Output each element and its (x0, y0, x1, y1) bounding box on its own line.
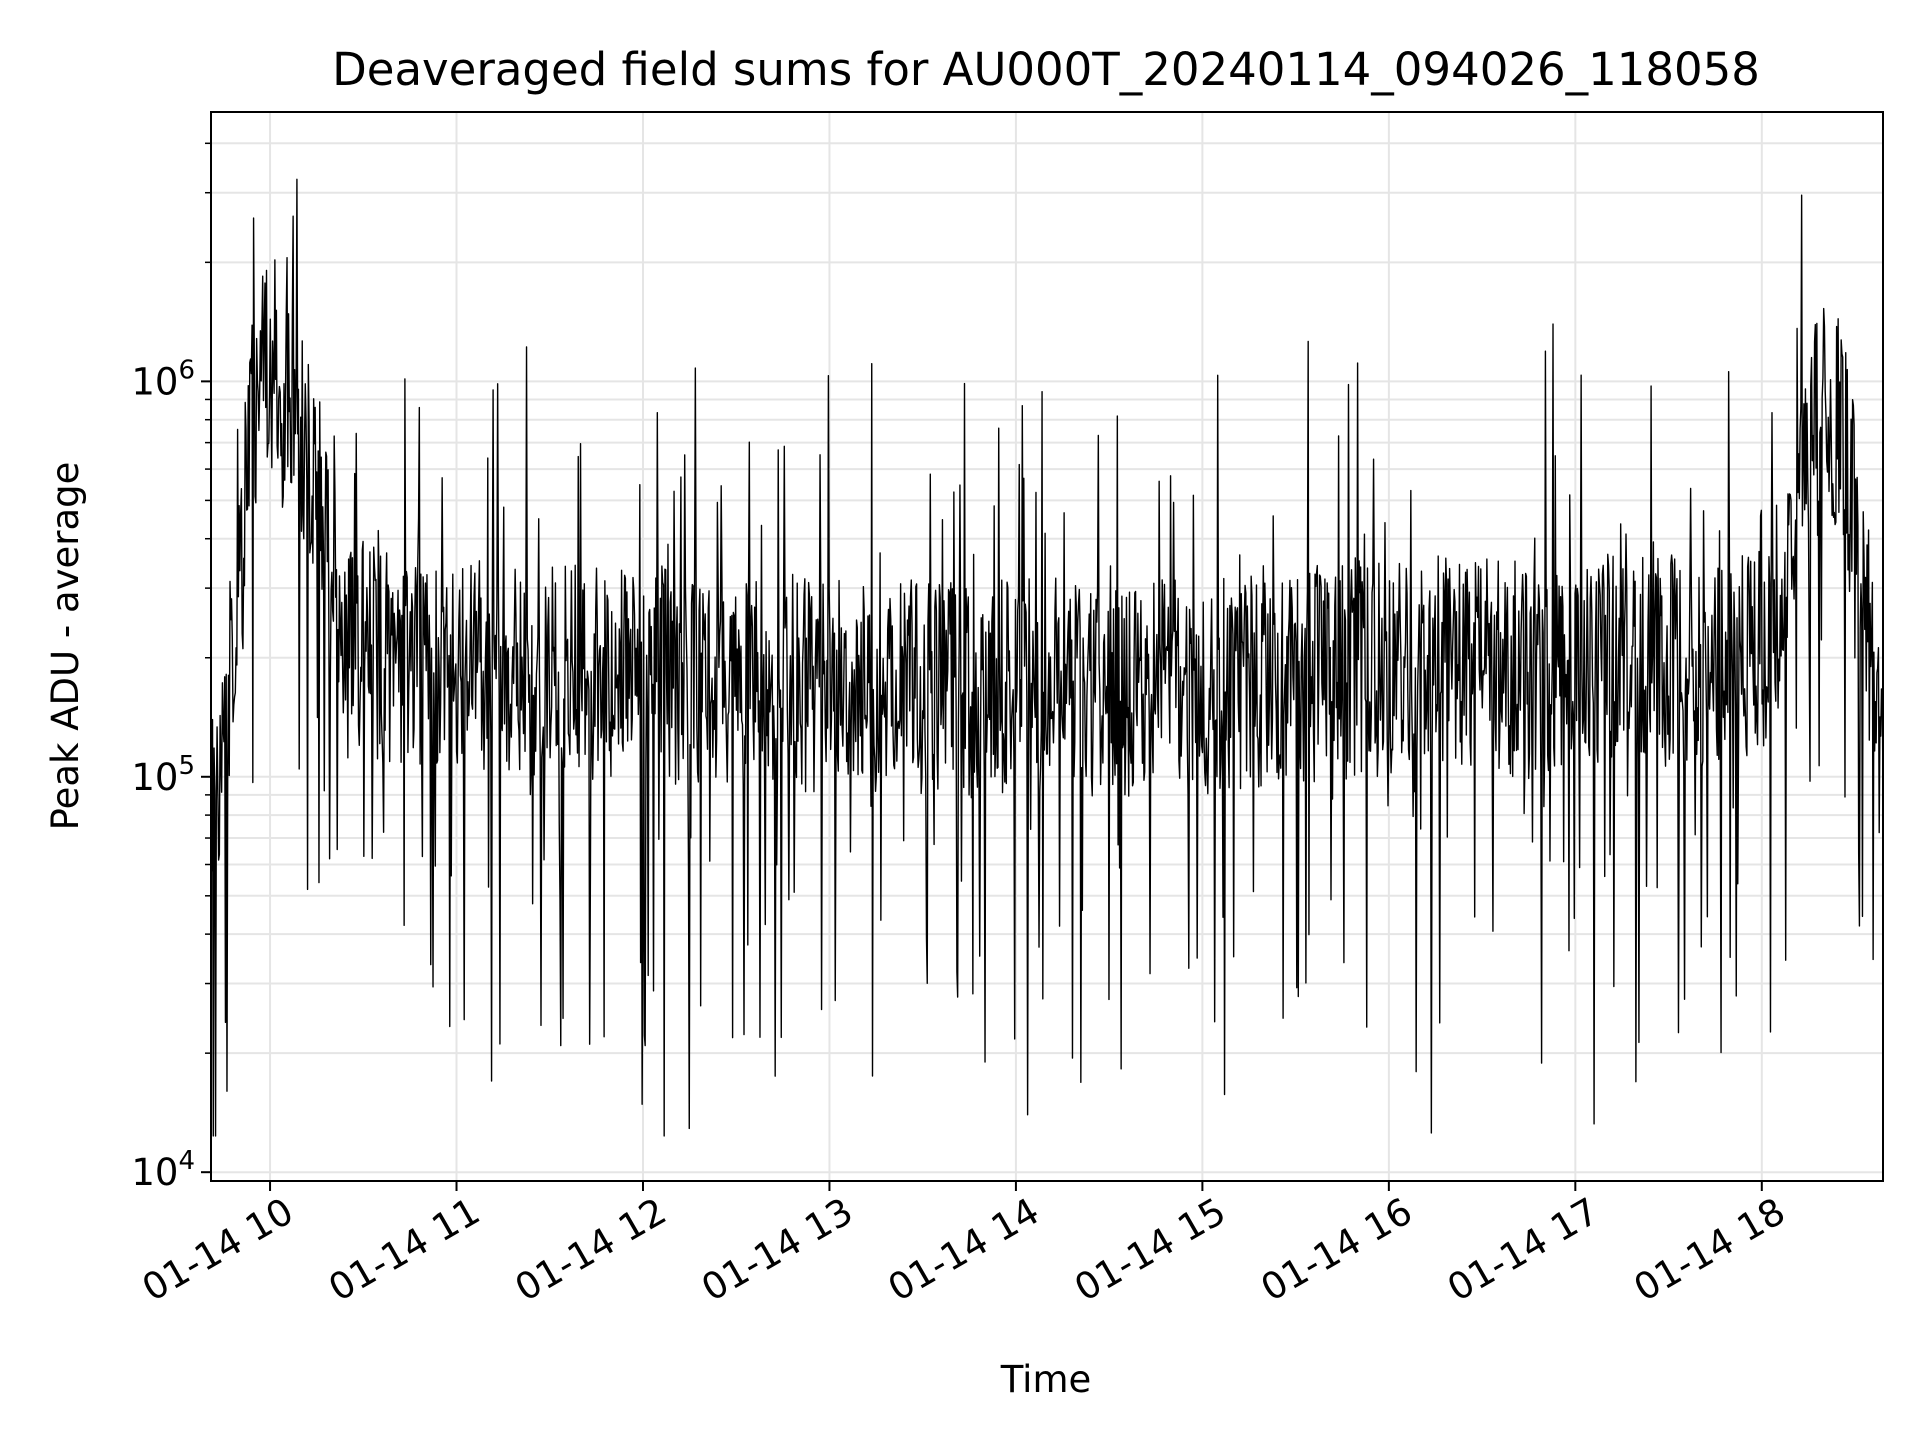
x-tick-label: 01-14 14 (881, 1190, 1047, 1310)
y-axis-label: Peak ADU - average (44, 462, 87, 831)
x-axis: 01-14 10 01-14 11 01-14 12 01-14 13 01-14 14… (135, 1181, 1792, 1310)
series-line (210, 178, 1884, 1137)
y-tick-label: 106 (131, 355, 195, 403)
x-tick-label: 01-14 18 (1627, 1190, 1793, 1310)
y-tick-label: 104 (131, 1146, 195, 1194)
y-tick-label: 105 (131, 751, 195, 799)
x-tick-label: 01-14 15 (1067, 1190, 1233, 1310)
x-tick-label: 01-14 11 (321, 1190, 487, 1310)
chart-title: Deaveraged field sums for AU000T_2024011… (332, 43, 1760, 96)
x-tick-label: 01-14 16 (1254, 1190, 1420, 1310)
series-layer (210, 178, 1884, 1137)
y-axis: 104 105 106 (131, 142, 211, 1194)
x-tick-label: 01-14 13 (694, 1190, 860, 1310)
x-tick-label: 01-14 10 (135, 1190, 301, 1310)
plot-frame (210, 111, 1884, 1182)
x-tick-label: 01-14 12 (508, 1190, 674, 1310)
x-axis-label: Time (1000, 1358, 1092, 1401)
x-tick-label: 01-14 17 (1440, 1190, 1606, 1310)
